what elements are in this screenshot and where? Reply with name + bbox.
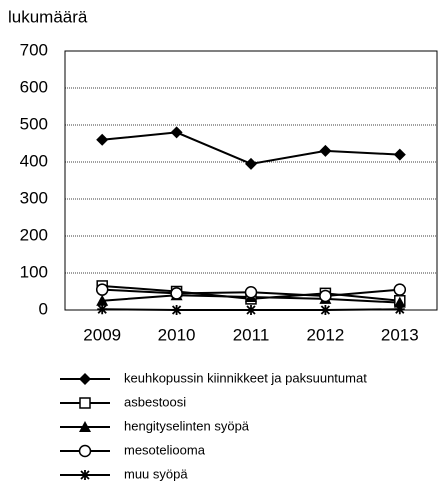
- marker: [394, 304, 405, 315]
- marker: [393, 296, 406, 308]
- marker: [320, 305, 331, 315]
- legend-marker: [79, 373, 91, 385]
- marker: [393, 148, 406, 161]
- legend-marker: [79, 397, 91, 409]
- legend-label: muu syöpä: [124, 466, 188, 481]
- y-tick-label: 500: [20, 114, 48, 133]
- marker: [170, 126, 183, 139]
- marker: [246, 305, 256, 315]
- marker-stroke: [395, 304, 405, 314]
- x-tick-label: 2009: [83, 325, 121, 344]
- x-tick-label: 2013: [381, 325, 419, 344]
- marker: [171, 305, 182, 315]
- marker: [96, 133, 109, 146]
- y-tick-label: 400: [20, 151, 48, 170]
- marker: [170, 287, 183, 300]
- marker: [319, 144, 332, 157]
- x-tick-label: 2012: [306, 325, 344, 344]
- legend-marker: [79, 421, 91, 432]
- legend-marker: [78, 444, 92, 458]
- y-tick-label: 300: [20, 188, 48, 207]
- legend-label: keuhkopussin kiinnikkeet ja paksuuntumat: [124, 370, 367, 385]
- y-tick-label: 0: [39, 299, 48, 318]
- plot-frame: [64, 50, 438, 311]
- legend-marker: [80, 470, 90, 480]
- y-tick-label: 600: [20, 77, 48, 96]
- x-tick-label: 2011: [233, 325, 270, 344]
- marker: [245, 157, 257, 170]
- marker-stroke: [97, 304, 107, 314]
- marker-stroke: [171, 305, 182, 315]
- y-tick-label: 700: [20, 40, 48, 59]
- y-axis-label: lukumäärä: [8, 7, 88, 26]
- marker: [96, 294, 109, 306]
- marker-stroke: [320, 305, 331, 315]
- marker: [393, 283, 407, 296]
- marker-stroke: [246, 305, 256, 315]
- y-tick-label: 100: [20, 262, 48, 281]
- legend-label: mesoteliooma: [124, 442, 206, 457]
- legend-label: hengityselinten syöpä: [124, 418, 250, 433]
- marker: [319, 289, 332, 303]
- marker: [244, 285, 258, 299]
- marker-stroke: [80, 470, 90, 480]
- marker: [95, 283, 109, 296]
- y-tick-label: 200: [20, 225, 48, 244]
- legend-label: asbestoosi: [124, 394, 186, 409]
- x-tick-label: 2010: [158, 325, 196, 344]
- marker: [97, 304, 108, 315]
